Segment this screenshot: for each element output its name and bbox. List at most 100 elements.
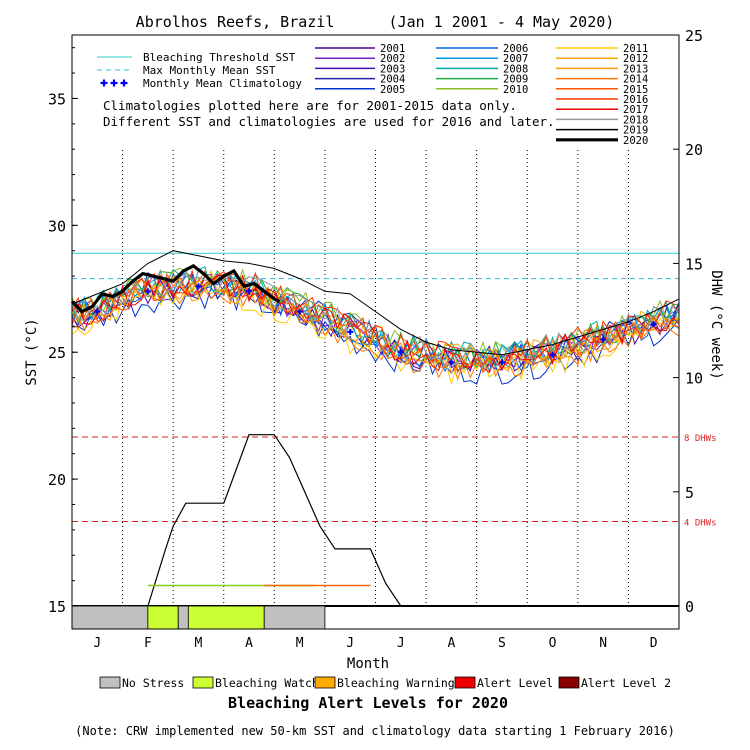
y-left-tick-label: 35	[48, 90, 66, 108]
legend-ref-label: Max Monthly Mean SST	[143, 64, 276, 77]
climatology-marker	[144, 288, 151, 295]
sst-series	[70, 250, 680, 386]
climatology-marker	[347, 328, 354, 335]
alert-legend-label: No Stress	[122, 676, 184, 690]
y-left-tick-label: 30	[48, 217, 66, 235]
sst-line-2020	[70, 264, 281, 314]
x-tick-label: S	[498, 636, 506, 651]
climatology-marker	[296, 308, 303, 315]
note-line-1: Climatologies plotted here are for 2001-…	[103, 98, 517, 113]
x-tick-label: J	[397, 636, 405, 651]
x-tick-label: J	[93, 636, 101, 651]
alert-legend-swatch	[314, 676, 336, 689]
y-right-tick-label: 20	[685, 141, 703, 159]
sst-line-2019	[71, 250, 680, 356]
alert-bar-segment	[71, 605, 149, 630]
x-tick-label: O	[549, 636, 557, 651]
x-tick-label: F	[144, 636, 152, 651]
climatology-marker	[650, 321, 657, 328]
alert-legend-swatch	[454, 676, 476, 689]
sst-line-2008	[71, 265, 680, 370]
y-left-axis-label: SST (°C)	[24, 318, 40, 385]
legend-year-label: 2013	[623, 63, 648, 75]
y-right-tick-label: 5	[685, 484, 694, 502]
dhw-series	[72, 434, 679, 607]
month-grid	[122, 150, 629, 606]
legend-year-label: 2009	[503, 74, 528, 86]
dhw-reference-label: 8 DHWs	[684, 434, 717, 444]
y-left-tick-label: 25	[48, 344, 66, 362]
legend-year-label: 2014	[623, 74, 648, 86]
legend-ref-label: Monthly Mean Climatology	[143, 77, 302, 90]
sst-line-2010	[71, 267, 680, 365]
legend-year-label: 2015	[623, 84, 648, 96]
legend-year-label: 2002	[380, 53, 405, 65]
climatology-marker	[498, 359, 505, 366]
legend-year-label: 2018	[623, 114, 648, 126]
legend-plus-marker	[110, 79, 118, 87]
alert-legend-label: Bleaching Warning	[337, 676, 455, 690]
y-left-tick-label: 20	[48, 471, 66, 489]
climatology-marker	[600, 336, 607, 343]
legend-year-label: 2001	[380, 43, 405, 55]
legend-plus-marker	[100, 79, 108, 87]
dhw-line-2019	[72, 434, 679, 607]
alert-legend-label: Alert Level 1	[477, 676, 567, 690]
climatology-marker	[448, 359, 455, 366]
legend-year-label: 2016	[623, 94, 648, 106]
alert-bar-segment	[147, 605, 179, 630]
legend-year-label: 2011	[623, 43, 648, 55]
y-left-tick-label: 15	[48, 598, 66, 616]
footnote: (Note: CRW implemented new 50-km SST and…	[75, 724, 675, 738]
alert-legend-swatch	[192, 676, 214, 689]
x-tick-label: N	[599, 636, 607, 651]
legend-plus-marker	[120, 79, 128, 87]
legend-year-label: 2005	[380, 84, 405, 96]
sst-line-2018	[71, 268, 680, 370]
alert-legend-swatch	[558, 676, 580, 689]
alert-legend-label: Bleaching Watch	[215, 676, 319, 690]
reference-lines: 8 DHWs 4 DHWs	[72, 252, 717, 528]
climatology-marker	[94, 308, 101, 315]
dhw-reference-label: 4 DHWs	[684, 518, 717, 528]
legend-year-label: 2020	[623, 135, 648, 147]
chart-title: Abrolhos Reefs, Brazil (Jan 1 2001 - 4 M…	[136, 13, 615, 31]
alert-bar-segment	[177, 605, 189, 630]
legend-ref-label: Bleaching Threshold SST	[143, 51, 296, 64]
climatology-marker	[549, 351, 556, 358]
legend-year-label: 2010	[503, 84, 528, 96]
y-right-tick-label: 0	[685, 598, 694, 616]
legend-year-label: 2006	[503, 43, 528, 55]
legend-year-label: 2008	[503, 63, 528, 75]
legend-year-label: 2017	[623, 104, 648, 116]
legend-year-label: 2003	[380, 63, 405, 75]
plot-frame	[71, 34, 680, 630]
x-tick-label: M	[296, 636, 304, 651]
x-tick-label: D	[650, 636, 658, 651]
legend-year-label: 2019	[623, 125, 648, 137]
y-right-tick-label: 10	[685, 370, 703, 388]
climatology-marker	[246, 288, 253, 295]
alert-legend: No Stress Bleaching Watch Bleaching Warnin…	[99, 676, 671, 690]
y-right-tick-label: 15	[685, 255, 703, 273]
legend-year-label: 2007	[503, 53, 528, 65]
y-right-tick-label: 25	[685, 27, 703, 45]
x-axis-label: Month	[347, 656, 389, 672]
sst-line-2016	[71, 268, 680, 369]
alert-bar-segment	[187, 605, 265, 630]
sst-line-2017	[71, 273, 680, 374]
note-line-2: Different SST and climatologies are used…	[103, 114, 555, 129]
alert-bar	[71, 605, 326, 630]
x-tick-label: A	[447, 636, 455, 651]
climatology-marker	[195, 283, 202, 290]
legend-year-label: 2004	[380, 74, 405, 86]
axes: 15 20 25 30 35 0 5 10 15 20 25 J F M A M J J A S O N D	[48, 27, 703, 651]
alert-legend-swatch	[99, 676, 121, 689]
x-tick-label: M	[195, 636, 203, 651]
alert-bar-segment	[263, 605, 326, 630]
alert-legend-label: Alert Level 2	[581, 676, 671, 690]
climatology-marker	[397, 349, 404, 356]
alert-title: Bleaching Alert Levels for 2020	[228, 694, 508, 712]
